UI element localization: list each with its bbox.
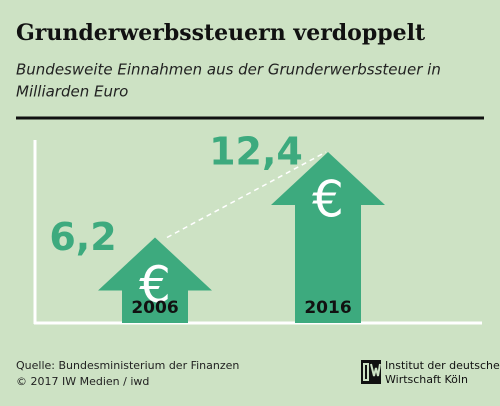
logo-text: Wirtschaft Köln: [385, 373, 468, 386]
category-label: 2006: [131, 298, 178, 318]
category-label: 2016: [304, 298, 351, 318]
euro-symbol: €: [139, 256, 171, 314]
bar: [271, 152, 385, 323]
logo-icon: [361, 360, 381, 384]
value-label: 6,2: [49, 215, 116, 259]
chart-subtitle: Bundesweite Einnahmen aus der Grunderwer…: [16, 61, 441, 79]
source: Quelle: Bundesministerium der Finanzen: [16, 359, 239, 372]
logo-text: Institut der deutschen: [385, 359, 500, 372]
connector: [166, 151, 327, 239]
credit: © 2017 IW Medien / iwd: [16, 375, 149, 388]
bar: [98, 237, 212, 323]
chart-subtitle: Milliarden Euro: [16, 83, 128, 101]
chart-title: Grunderwerbssteuern verdoppelt: [16, 20, 426, 46]
euro-symbol: €: [312, 171, 344, 229]
value-label: 12,4: [209, 130, 303, 174]
